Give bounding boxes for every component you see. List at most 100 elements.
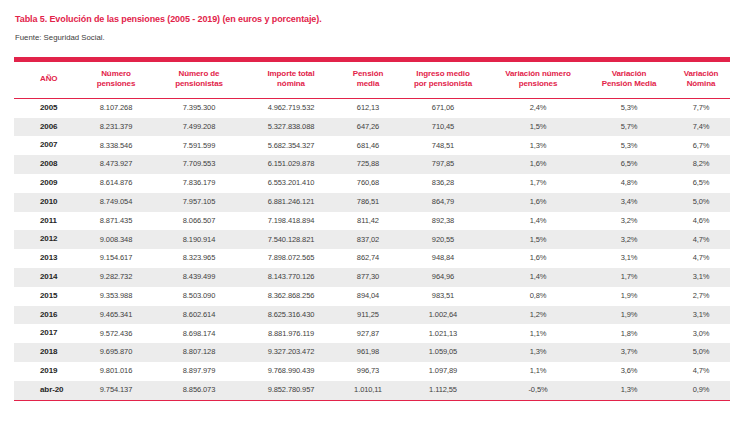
value-cell: 6,5% xyxy=(672,174,730,193)
value-cell: 9.754.137 xyxy=(76,381,156,400)
value-cell: 3,0% xyxy=(672,324,730,343)
value-cell: 8.614.876 xyxy=(76,174,156,193)
value-cell: 2,4% xyxy=(490,98,586,117)
value-cell: 1,1% xyxy=(490,324,586,343)
value-cell: 1,4% xyxy=(490,268,586,287)
value-cell: 3,4% xyxy=(586,193,672,212)
col-header: Variación Pensión Media xyxy=(586,60,672,99)
value-cell: 3,6% xyxy=(586,362,672,381)
table-row: 20068.231.3797.499.2085.327.838.088647,2… xyxy=(14,118,730,137)
table-row: 20179.572.4368.698.1748.881.976.119927,8… xyxy=(14,324,730,343)
value-cell: 8.338.546 xyxy=(76,136,156,155)
value-cell: 7.395.300 xyxy=(156,98,242,117)
value-cell: 3,7% xyxy=(586,343,672,362)
value-cell: 9.008.348 xyxy=(76,230,156,249)
value-cell: 8.439.499 xyxy=(156,268,242,287)
year-cell: 2006 xyxy=(14,118,76,137)
year-cell: 2008 xyxy=(14,155,76,174)
year-cell: 2018 xyxy=(14,343,76,362)
value-cell: 9.852.780.957 xyxy=(242,381,340,400)
value-cell: 8.625.316.430 xyxy=(242,306,340,325)
value-cell: 1,3% xyxy=(490,343,586,362)
value-cell: 8.871.435 xyxy=(76,212,156,231)
table-row: 20189.695.8708.807.1289.327.203.472961,9… xyxy=(14,343,730,362)
value-cell: 1,6% xyxy=(490,193,586,212)
value-cell: 8.362.868.256 xyxy=(242,287,340,306)
value-cell: 8.503.090 xyxy=(156,287,242,306)
table-row: 20159.353.9888.503.0908.362.868.256894,0… xyxy=(14,287,730,306)
value-cell: 911,25 xyxy=(340,306,396,325)
value-cell: 6.881.246.121 xyxy=(242,193,340,212)
value-cell: 1.097,89 xyxy=(396,362,490,381)
value-cell: 2,7% xyxy=(672,287,730,306)
value-cell: 7.709.553 xyxy=(156,155,242,174)
value-cell: 748,51 xyxy=(396,136,490,155)
value-cell: 9.572.436 xyxy=(76,324,156,343)
value-cell: -0,5% xyxy=(490,381,586,400)
value-cell: 7.540.128.821 xyxy=(242,230,340,249)
col-header: Pensión media xyxy=(340,60,396,99)
col-header: Número pensiones xyxy=(76,60,156,99)
value-cell: 1,7% xyxy=(490,174,586,193)
table-header: AÑONúmero pensionesNúmero de pensionista… xyxy=(14,60,730,99)
year-cell: 2009 xyxy=(14,174,76,193)
value-cell: 4,8% xyxy=(586,174,672,193)
value-cell: 920,55 xyxy=(396,230,490,249)
value-cell: 836,28 xyxy=(396,174,490,193)
value-cell: 760,68 xyxy=(340,174,396,193)
value-cell: 983,51 xyxy=(396,287,490,306)
value-cell: 1,3% xyxy=(490,136,586,155)
value-cell: 3,1% xyxy=(586,249,672,268)
value-cell: 9.327.203.472 xyxy=(242,343,340,362)
value-cell: 8.190.914 xyxy=(156,230,242,249)
year-cell: 2017 xyxy=(14,324,76,343)
value-cell: 8,2% xyxy=(672,155,730,174)
value-cell: 862,74 xyxy=(340,249,396,268)
value-cell: 7.898.072.565 xyxy=(242,249,340,268)
table-row: 20139.154.6178.323.9657.898.072.565862,7… xyxy=(14,249,730,268)
value-cell: 996,73 xyxy=(340,362,396,381)
value-cell: 7,7% xyxy=(672,98,730,117)
value-cell: 786,51 xyxy=(340,193,396,212)
year-cell: 2015 xyxy=(14,287,76,306)
value-cell: 797,85 xyxy=(396,155,490,174)
value-cell: 6.553.201.410 xyxy=(242,174,340,193)
value-cell: 1.059,05 xyxy=(396,343,490,362)
col-header: Importe total nómina xyxy=(242,60,340,99)
value-cell: 8.066.507 xyxy=(156,212,242,231)
value-cell: 5.682.354.327 xyxy=(242,136,340,155)
value-cell: 1.002,64 xyxy=(396,306,490,325)
value-cell: 3,2% xyxy=(586,212,672,231)
value-cell: 4,7% xyxy=(672,362,730,381)
value-cell: 3,2% xyxy=(586,230,672,249)
table-row: 20149.282.7328.439.4998.143.770.126877,3… xyxy=(14,268,730,287)
value-cell: 1,9% xyxy=(586,306,672,325)
value-cell: 9.353.988 xyxy=(76,287,156,306)
table-row: 20129.008.3488.190.9147.540.128.821837,0… xyxy=(14,230,730,249)
value-cell: 647,26 xyxy=(340,118,396,137)
table-source: Fuente: Seguridad Social. xyxy=(15,33,105,42)
value-cell: 7.591.599 xyxy=(156,136,242,155)
year-cell: 2012 xyxy=(14,230,76,249)
value-cell: 9.282.732 xyxy=(76,268,156,287)
value-cell: 877,30 xyxy=(340,268,396,287)
value-cell: 964,96 xyxy=(396,268,490,287)
table-row: 20098.614.8767.836.1796.553.201.410760,6… xyxy=(14,174,730,193)
value-cell: 710,45 xyxy=(396,118,490,137)
table-row: 20108.749.0547.957.1056.881.246.121786,5… xyxy=(14,193,730,212)
value-cell: 0,8% xyxy=(490,287,586,306)
value-cell: 5,3% xyxy=(586,98,672,117)
year-cell: 2019 xyxy=(14,362,76,381)
value-cell: 4,6% xyxy=(672,212,730,231)
year-cell: 2010 xyxy=(14,193,76,212)
col-header: Variación Nómina xyxy=(672,60,730,99)
value-cell: 5.327.838.088 xyxy=(242,118,340,137)
value-cell: 1,8% xyxy=(586,324,672,343)
year-cell: abr-20 xyxy=(14,381,76,400)
value-cell: 9.801.016 xyxy=(76,362,156,381)
value-cell: 8.107.268 xyxy=(76,98,156,117)
value-cell: 0,9% xyxy=(672,381,730,400)
header-row: AÑONúmero pensionesNúmero de pensionista… xyxy=(14,60,730,99)
table-row: 20078.338.5467.591.5995.682.354.327681,4… xyxy=(14,136,730,155)
value-cell: 1,5% xyxy=(490,118,586,137)
